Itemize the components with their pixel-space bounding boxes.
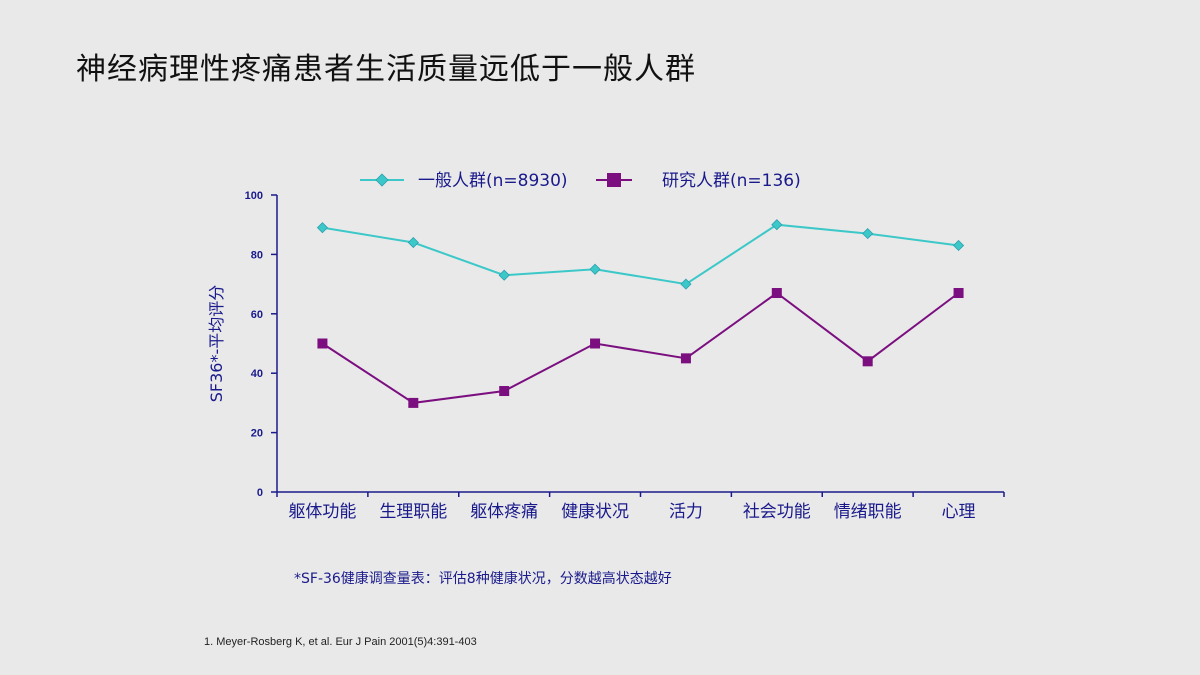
x-tick-label: 生理职能 [379,502,447,522]
legend-marker-diamond [375,173,389,187]
series-1 [316,219,965,290]
data-point-diamond [316,222,329,234]
data-point-square [771,288,782,299]
legend-label: 一般人群(n=8930) [418,171,568,191]
y-tick-label: 80 [251,249,263,261]
data-point-square [317,338,328,349]
data-point-diamond [952,239,965,252]
chart-axes: 0 20 40 60 80 100 躯体功能 生理职能 躯体疼痛 健康状况 活力 社会功能 情绪职能 心理… [207,190,1005,522]
y-tick-label: 40 [251,368,263,380]
y-tick-label: 60 [251,309,263,321]
footnote: *SF-36健康调查量表：评估8种健康状况，分数越高状态越好 [294,571,672,587]
chart-series [316,219,965,408]
data-point-diamond [407,236,419,249]
data-point-square [408,397,419,408]
chart-legend: 一般人群(n=8930) 研究人群(n=136) [360,171,801,191]
data-point-diamond [862,228,874,240]
series-line [321,291,960,404]
x-tick-label: 躯体功能 [288,502,356,522]
legend-label: 研究人群(n=136) [662,171,801,191]
series-2 [317,288,964,408]
slide-title: 神经病理性疼痛患者生活质量远低于一般人群 [76,52,696,87]
data-point-square [680,353,691,364]
x-tick-label: 情绪职能 [834,502,902,522]
x-tick-label: 躯体疼痛 [470,502,538,522]
legend-marker-square [607,173,621,187]
y-axis-title: SF36*-平均评分 [207,285,226,403]
data-point-diamond [589,263,601,275]
x-tick-label: 健康状况 [561,502,629,522]
reference-citation: 1. Meyer-Rosberg K, et al. Eur J Pain 20… [204,636,477,648]
data-point-diamond [498,269,510,281]
legend-item-2: 研究人群(n=136) [596,171,801,191]
x-tick-label: 活力 [669,502,703,522]
data-point-diamond [771,219,783,231]
y-tick-label: 0 [257,487,263,499]
y-tick-label: 100 [245,190,263,202]
data-point-diamond [680,278,692,290]
data-point-square [590,338,601,349]
data-point-square [953,288,964,299]
data-point-square [862,356,873,367]
y-tick-label: 20 [251,428,263,440]
x-tick-label: 心理 [942,502,976,522]
data-point-square [499,386,510,397]
legend-item-1: 一般人群(n=8930) [360,171,568,191]
series-line [322,223,959,286]
x-tick-label: 社会功能 [743,502,811,522]
